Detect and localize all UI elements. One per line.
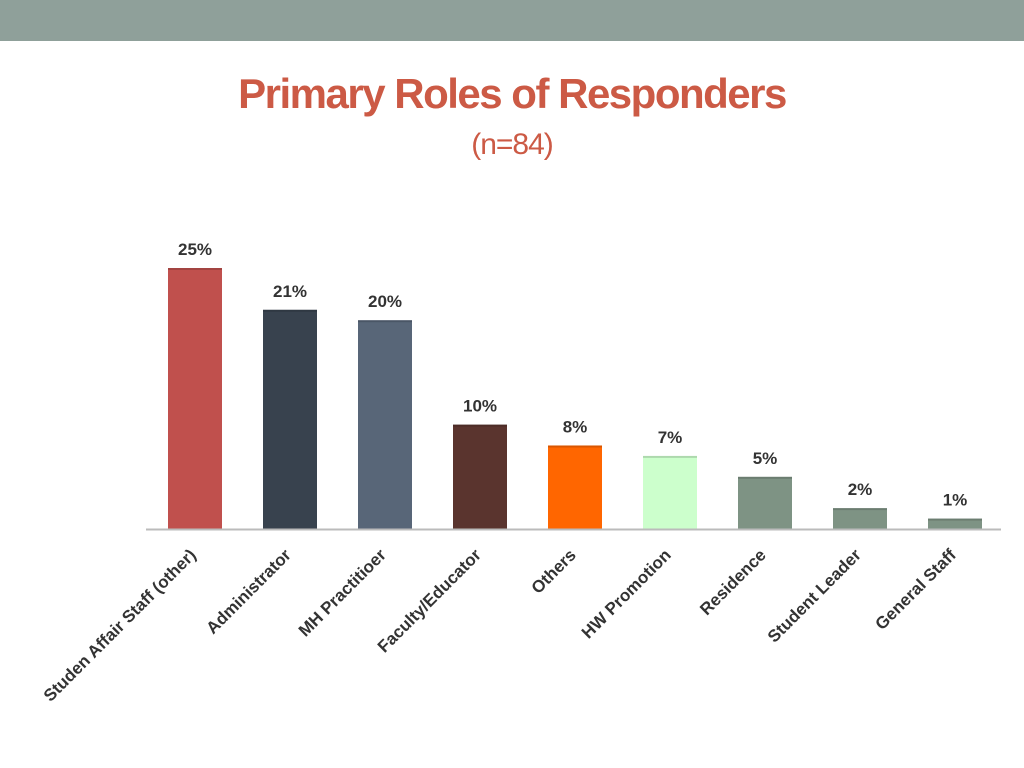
data-label-8: 2% [848,480,873,499]
data-labels-group: 25% 21% 20% 10% 8% 7% 5% 2% 1% [178,240,967,510]
bar-top-edge-4 [453,424,507,427]
bar-top-edge-8 [833,508,887,511]
bar-top-edge-3 [358,320,412,323]
data-label-3: 20% [368,292,402,311]
data-label-4: 10% [463,397,497,416]
bars-group [168,268,982,529]
bar-5 [548,445,602,529]
x-tick-label-1: Studen Affair Staff (other) [40,545,200,705]
bar-3 [358,320,412,529]
bar-top-edge-2 [263,309,317,312]
bar-7 [738,476,792,529]
x-tick-label-6: HW Promotion [578,545,675,642]
bar-4 [453,424,507,529]
x-tick-label-8: Student Leader [764,545,865,646]
x-tick-label-9: General Staff [872,545,960,633]
data-label-5: 8% [563,417,588,436]
bar-top-edge-9 [928,518,982,521]
x-tick-label-7: Residence [696,545,770,619]
x-tick-label-3: MH Practitioer [295,545,390,640]
x-tick-label-2: Administrator [203,545,296,638]
chart-subtitle: (n=84) [471,128,554,161]
bar-2 [263,309,317,529]
top-band [0,0,1024,41]
data-label-9: 1% [943,491,968,510]
bar-6 [643,455,697,529]
bar-9 [928,518,982,529]
bar-1 [168,268,222,529]
bar-top-edge-7 [738,476,792,479]
bar-top-edge-1 [168,268,222,270]
x-tick-label-5: Others [528,545,580,597]
data-label-6: 7% [658,428,683,447]
chart-title: Primary Roles of Responders [238,70,787,117]
data-label-2: 21% [273,282,307,301]
x-tick-label-4: Faculty/Educator [374,545,485,656]
bar-8 [833,508,887,529]
bar-top-edge-6 [643,455,697,458]
data-label-1: 25% [178,240,212,259]
bar-top-edge-5 [548,445,602,448]
x-tick-labels-group: Studen Affair Staff (other) Administrator… [40,545,960,705]
data-label-7: 5% [753,449,778,468]
